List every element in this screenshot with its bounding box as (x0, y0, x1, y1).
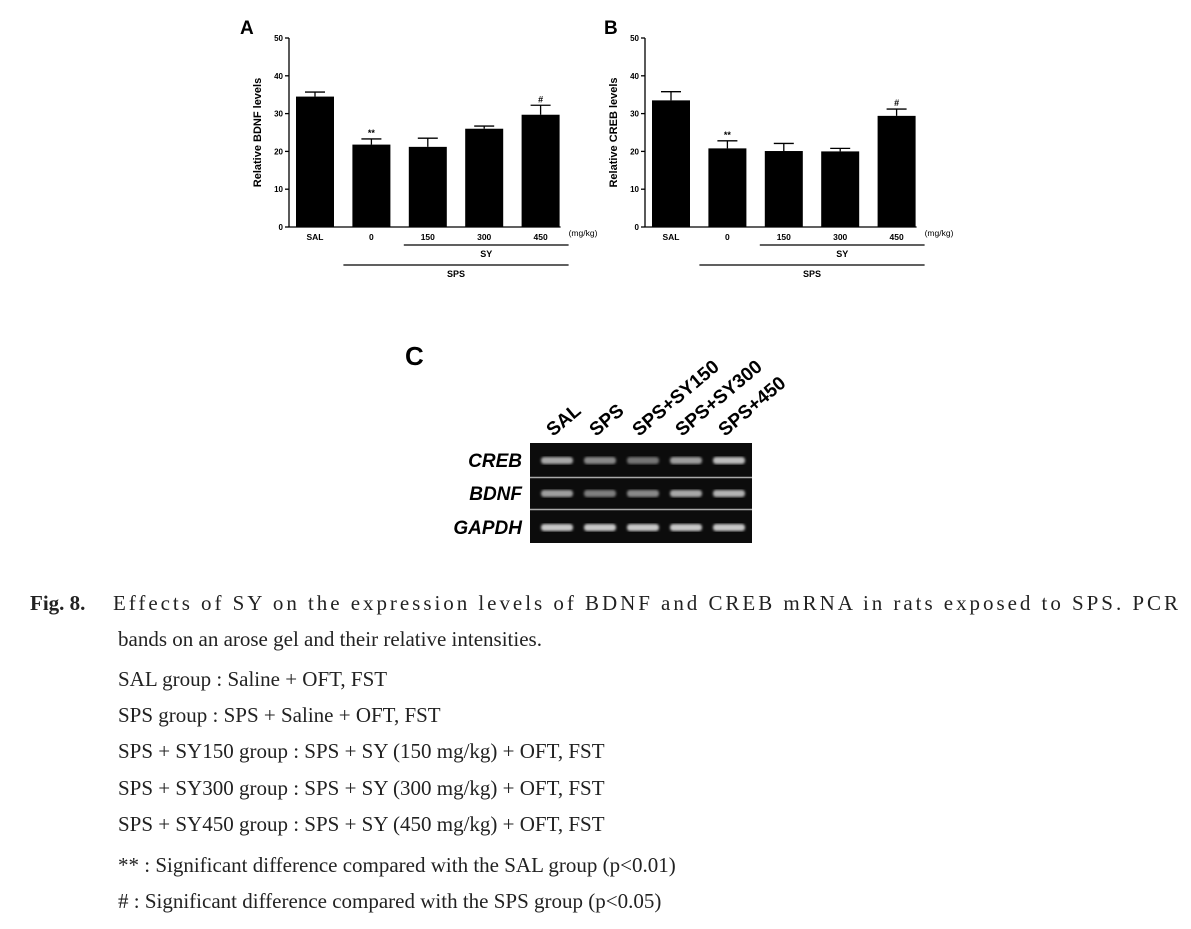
bar (708, 148, 747, 227)
gel-band (541, 524, 573, 531)
bar (408, 146, 447, 227)
panel-label: C (405, 341, 424, 371)
gel-band (627, 457, 659, 464)
significance-marker: # (538, 94, 543, 104)
group-label: SY (480, 249, 492, 259)
gel-band (670, 457, 702, 464)
y-tick-label: 10 (274, 185, 283, 194)
group-label: SPS (447, 269, 465, 279)
x-tick-label: 450 (890, 232, 904, 242)
gel-band (627, 490, 659, 497)
gel-band (670, 490, 702, 497)
group-label: SPS (803, 269, 821, 279)
x-tick-label: 0 (369, 232, 374, 242)
gel-band (584, 457, 616, 464)
y-tick-label: 0 (635, 223, 640, 232)
caption-line: SPS + SY450 group : SPS + SY (450 mg/kg)… (118, 812, 605, 836)
y-tick-label: 40 (274, 72, 283, 81)
row-label: CREB (468, 451, 522, 472)
panel-label: A (240, 18, 254, 39)
y-tick-label: 20 (630, 147, 639, 156)
y-tick-label: 50 (274, 34, 283, 43)
caption-line: ** : Significant difference compared wit… (118, 853, 676, 877)
x-tick-label: 0 (725, 232, 730, 242)
unit-label: (mg/kg) (925, 228, 954, 238)
caption-line: Effects of SY on the expression levels o… (113, 591, 1178, 615)
x-tick-label: 150 (421, 232, 435, 242)
bar (296, 96, 334, 227)
gel-band (541, 490, 573, 497)
x-tick-label: 450 (534, 232, 548, 242)
caption-line: SPS group : SPS + Saline + OFT, FST (118, 703, 441, 727)
caption-line: SPS + SY150 group : SPS + SY (150 mg/kg)… (118, 739, 605, 763)
y-tick-label: 30 (274, 110, 283, 119)
significance-marker: # (894, 98, 899, 108)
y-tick-label: 30 (630, 110, 639, 119)
bar (877, 115, 916, 227)
y-axis-label: Relative BDNF levels (252, 78, 264, 187)
y-tick-label: 40 (630, 72, 639, 81)
group-label: SY (836, 249, 848, 259)
panel-label: B (604, 18, 618, 39)
gel-band (713, 490, 745, 497)
y-tick-label: 50 (630, 34, 639, 43)
y-tick-label: 20 (274, 147, 283, 156)
caption-line: SAL group : Saline + OFT, FST (118, 667, 387, 691)
gel-band (584, 490, 616, 497)
x-tick-label: 300 (477, 232, 491, 242)
gel-band (670, 524, 702, 531)
bar (521, 114, 560, 227)
row-label: GAPDH (453, 518, 523, 539)
caption-line: bands on an arose gel and their relative… (118, 627, 542, 651)
gel-band (627, 524, 659, 531)
caption-line: SPS + SY300 group : SPS + SY (300 mg/kg)… (118, 776, 605, 800)
gel-band (541, 457, 573, 464)
caption-line: # : Significant difference compared with… (118, 889, 661, 913)
x-tick-label: SAL (307, 232, 324, 242)
bar (465, 128, 504, 227)
lane-label: SPS (586, 400, 629, 441)
caption-label: Fig. 8. (30, 591, 85, 615)
significance-marker: ** (724, 130, 732, 140)
x-tick-label: 300 (833, 232, 847, 242)
unit-label: (mg/kg) (569, 228, 598, 238)
row-label: BDNF (469, 484, 523, 505)
bar (821, 151, 860, 227)
bar (652, 100, 690, 227)
y-tick-label: 0 (279, 223, 284, 232)
gel-band (713, 524, 745, 531)
y-tick-label: 10 (630, 185, 639, 194)
bar (764, 151, 803, 227)
gel-band (584, 524, 616, 531)
x-tick-label: SAL (663, 232, 680, 242)
lane-label: SAL (543, 400, 586, 441)
y-axis-label: Relative CREB levels (608, 77, 620, 187)
gel-band (713, 457, 745, 464)
x-tick-label: 150 (777, 232, 791, 242)
bar (352, 144, 391, 227)
significance-marker: ** (368, 128, 376, 138)
